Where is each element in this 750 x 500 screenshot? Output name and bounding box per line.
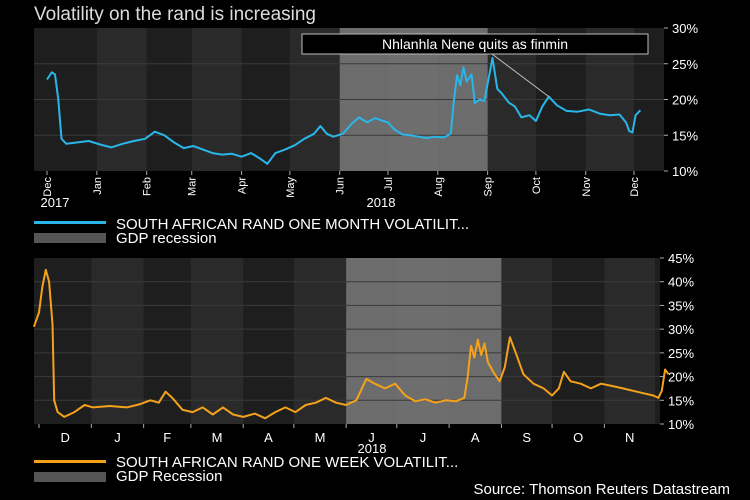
month-band (604, 258, 655, 424)
chart-title: Volatility on the rand is increasing (34, 4, 316, 25)
y-tick-label: 25% (672, 57, 698, 72)
year-label: 2017 (41, 195, 70, 210)
legend-swatch-weekly (34, 460, 106, 463)
y-tick-label: 45% (668, 251, 694, 266)
year-label: 2018 (358, 441, 387, 456)
x-tick-label: J (420, 430, 427, 445)
legend-swatch-recession (34, 233, 106, 243)
x-tick-label: N (625, 430, 634, 445)
source-note: Source: Thomson Reuters Datastream (473, 481, 730, 498)
y-tick-label: 30% (672, 21, 698, 36)
y-tick-label: 20% (672, 93, 698, 108)
x-tick-label: Jun (335, 177, 347, 195)
x-tick-label: Apr (237, 177, 249, 194)
x-tick-label: Dec (42, 177, 54, 197)
x-tick-label: D (60, 430, 69, 445)
gridlines (34, 281, 660, 401)
x-tick-label: F (163, 430, 171, 445)
x-tick-label: Dec (629, 177, 641, 197)
x-tick-label: Feb (142, 177, 154, 196)
legend-label-recession: GDP recession (116, 230, 217, 247)
x-tick-label: Oct (531, 177, 543, 194)
legend-label-recession: GDP Recession (116, 468, 222, 485)
series-line-monthly (46, 57, 642, 165)
x-tick-label: Aug (433, 177, 445, 197)
x-tick-label: J (368, 430, 375, 445)
x-tick-label: M (212, 430, 223, 445)
year-label: 2018 (367, 195, 396, 210)
x-tick-label: Jul (383, 177, 395, 191)
volatility-monthly-chart: 10% 15% 20% 25% 30% Dec Jan Feb Mar Apr May Jun Jul… (34, 21, 698, 247)
y-tick-label: 40% (668, 275, 694, 290)
x-tick-label: S (522, 430, 531, 445)
x-ticks: Dec Jan Feb Mar Apr May Jun Jul Aug Sep Oct Nov Dec2… (41, 171, 641, 210)
y-tick-label: 30% (668, 322, 694, 337)
x-tick-label: J (114, 430, 121, 445)
month-band (293, 258, 347, 424)
annotation-connector (491, 53, 550, 98)
x-tick-label: Mar (187, 177, 199, 196)
y-tick-label: 25% (668, 346, 694, 361)
legend-swatch-recession (34, 472, 106, 482)
y-tick-label: 15% (672, 128, 698, 143)
legend-label-weekly: SOUTH AFRICAN RAND ONE WEEK VOLATILIT... (116, 454, 458, 471)
x-tick-label: Jan (92, 177, 104, 195)
y-ticks: 10% 15% 20% 25% 30% 35% 40% 45% (660, 251, 694, 432)
y-tick-label: 10% (668, 417, 694, 432)
y-tick-label: 10% (672, 164, 698, 179)
legend-swatch-monthly (34, 221, 106, 224)
x-tick-label: M (315, 430, 326, 445)
x-ticks: D J F M A M J J A S O N 2018 (38, 424, 634, 456)
x-tick-label: May (285, 177, 297, 198)
month-band (190, 258, 244, 424)
legend-label-monthly: SOUTH AFRICAN RAND ONE MONTH VOLATILIT..… (116, 216, 469, 233)
series-line-weekly (32, 268, 670, 420)
y-tick-label: 15% (668, 393, 694, 408)
month-band (91, 258, 144, 424)
x-tick-label: A (471, 430, 480, 445)
annotation-box (301, 33, 649, 55)
volatility-weekly-chart: 10% 15% 20% 25% 30% 35% 40% 45% D J F M A M J J A S O N 201… (32, 251, 694, 485)
y-tick-label: 35% (668, 298, 694, 313)
annotation-text: Nhlanhla Nene quits as finmin (382, 36, 568, 52)
x-tick-label: A (264, 430, 273, 445)
y-tick-label: 20% (668, 370, 694, 385)
y-ticks: 10% 15% 20% 25% 30% (664, 21, 698, 179)
x-tick-label: Nov (581, 177, 593, 197)
gridlines (34, 63, 664, 136)
x-tick-label: O (573, 430, 583, 445)
x-tick-label: Sep (483, 177, 495, 197)
recession-band (346, 258, 502, 424)
